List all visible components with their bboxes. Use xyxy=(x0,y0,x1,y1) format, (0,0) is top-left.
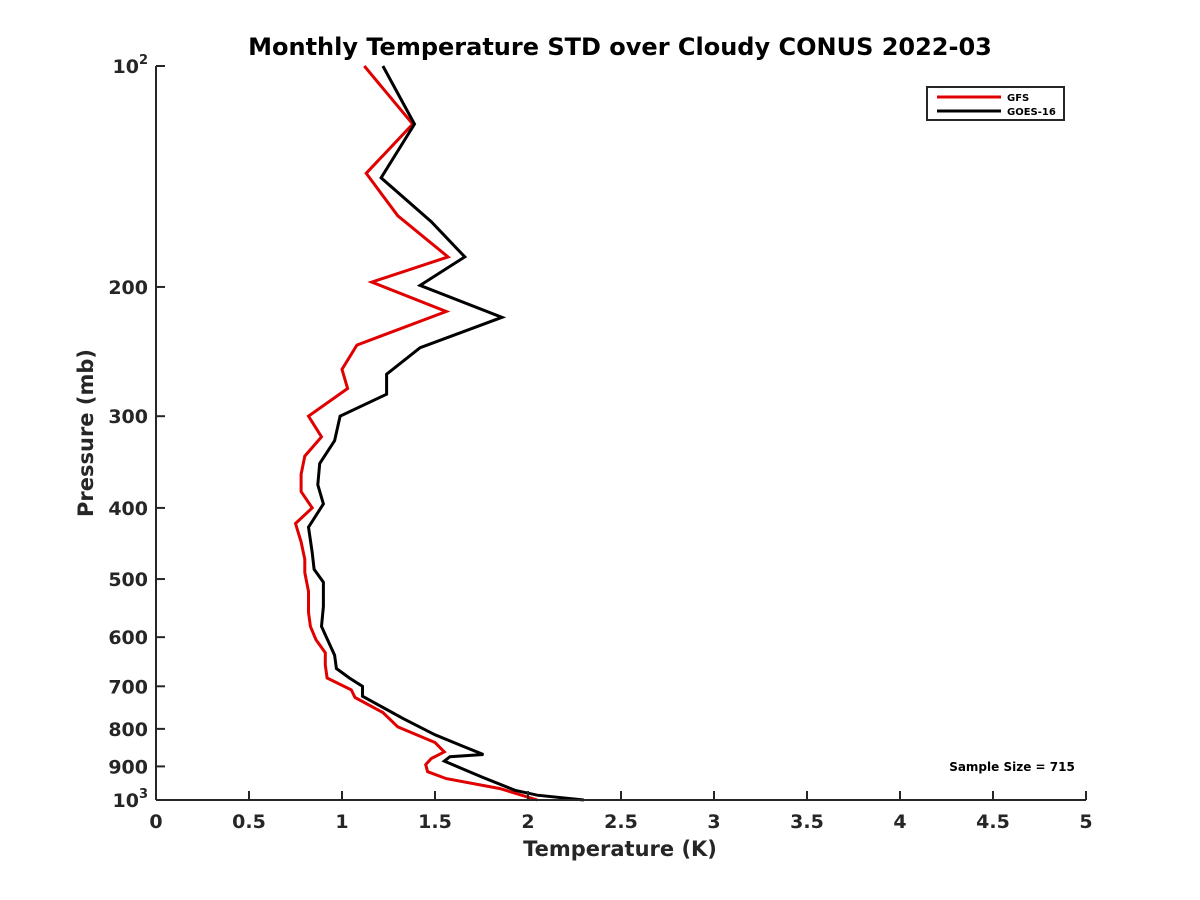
series-layer xyxy=(293,65,584,802)
x-tick-label: 0 xyxy=(149,811,162,833)
y-tick-label: 103 xyxy=(113,787,149,812)
x-tick-label: 5 xyxy=(1079,811,1092,833)
y-tick-label: 400 xyxy=(108,498,148,520)
x-tick-label: 3.5 xyxy=(790,811,824,833)
x-axis-label: Temperature (K) xyxy=(523,837,717,861)
y-tick-label: 300 xyxy=(108,406,148,428)
legend-label: GFS xyxy=(1007,93,1029,104)
y-tick-label: 200 xyxy=(108,277,148,299)
x-tick-label: 1.5 xyxy=(418,811,452,833)
y-tick-label: 800 xyxy=(108,719,148,741)
series-line-gfs xyxy=(293,65,538,802)
sample-size-annotation: Sample Size = 715 xyxy=(949,760,1075,774)
y-axis-label: Pressure (mb) xyxy=(74,349,98,517)
x-tick-label: 2 xyxy=(521,811,534,833)
x-tick-label: 0.5 xyxy=(232,811,266,833)
x-tick-label: 3 xyxy=(707,811,720,833)
axes: 0 0.5 1 1.5 2 2.5 3 3.5 4 4.5 51022003004005006007… xyxy=(108,53,1092,833)
series-line-goes-16 xyxy=(306,65,584,802)
x-tick-label: 4.5 xyxy=(976,811,1010,833)
y-tick-label: 900 xyxy=(108,756,148,778)
x-tick-label: 1 xyxy=(335,811,348,833)
x-tick-label: 2.5 xyxy=(604,811,638,833)
y-tick-label: 600 xyxy=(108,627,148,649)
legend-box xyxy=(926,86,1065,121)
y-tick-label: 700 xyxy=(108,676,148,698)
legend: GFS GOES-16 xyxy=(926,86,1065,121)
x-tick-label: 4 xyxy=(893,811,906,833)
legend-label: GOES-16 xyxy=(1007,107,1056,118)
y-tick-label: 500 xyxy=(108,569,148,591)
chart-title: Monthly Temperature STD over Cloudy CONU… xyxy=(248,33,992,61)
